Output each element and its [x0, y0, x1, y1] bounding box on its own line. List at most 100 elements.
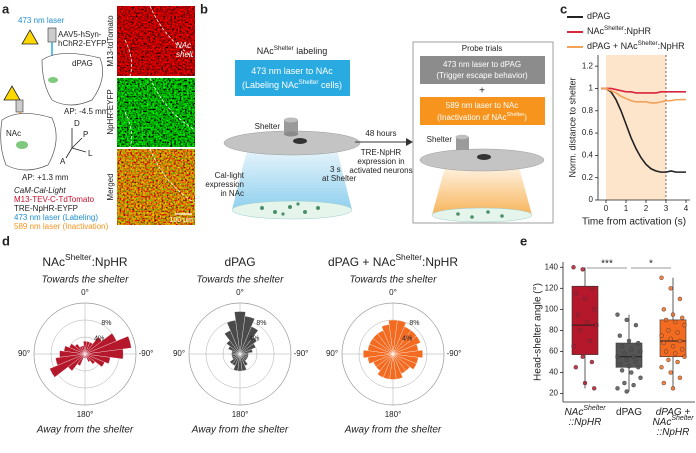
- text-run: NAc: [257, 46, 275, 56]
- y-tick-label: 20: [549, 389, 558, 398]
- superscript: Shelter: [395, 252, 422, 262]
- r-tick-label: 8%: [409, 320, 419, 327]
- angle-label: 0°: [236, 288, 244, 297]
- note: at Shelter: [322, 174, 357, 183]
- data-point: [575, 312, 581, 317]
- wedge: [392, 320, 407, 355]
- micrograph: [117, 78, 195, 147]
- region-label: NAc: [6, 129, 21, 138]
- data-point: [682, 354, 687, 359]
- note: activated neurons: [349, 166, 412, 175]
- legend-entry: 589 nm laser (Inactivation): [14, 222, 109, 231]
- series-line: [601, 87, 686, 94]
- data-point: [587, 338, 592, 344]
- x-tick-label: ::NpHR: [657, 427, 690, 438]
- data-point: [677, 338, 683, 344]
- panel-label: d: [2, 233, 10, 248]
- y-tick-label: 0.6: [582, 128, 594, 137]
- data-point: [629, 347, 634, 352]
- polar-title: dPAG + NAcShelter:NpHR: [328, 252, 458, 269]
- text-run: NAc: [652, 417, 671, 428]
- data-point: [668, 336, 673, 342]
- y-tick-label: 40: [549, 368, 558, 377]
- data-point: [666, 357, 671, 363]
- r-tick-label: 4%: [249, 335, 259, 342]
- text-run: cells): [318, 80, 342, 90]
- wedge: [84, 333, 117, 355]
- text-run: dPAG + NAc: [587, 41, 638, 51]
- y-tick-label: 140: [545, 262, 559, 271]
- image-label: NpHR-EYFP: [106, 89, 115, 134]
- data-point: [668, 286, 673, 291]
- angle-label: -90°: [139, 349, 154, 358]
- note: expression: [205, 180, 244, 189]
- r-tick-label: 4%: [94, 335, 104, 342]
- text-run: dPAG: [616, 407, 642, 418]
- data-point: [636, 340, 641, 346]
- text-run: ::NpHR: [657, 427, 690, 438]
- micrograph: [117, 149, 195, 225]
- data-point: [677, 296, 683, 302]
- note: in NAc: [220, 189, 244, 198]
- data-point: [638, 375, 643, 380]
- text-run: (Labeling NAc: [242, 80, 299, 90]
- wedge: [363, 349, 394, 359]
- protocol-box: [235, 60, 350, 96]
- angle-label: 90°: [18, 349, 30, 358]
- direction-label: L: [88, 149, 93, 158]
- r-tick-label: 8%: [256, 320, 266, 327]
- text-run: dPAG: [224, 255, 255, 269]
- note: Cal-light: [215, 171, 245, 180]
- superscript: Shelter: [583, 405, 606, 412]
- text-run: NAc: [587, 26, 605, 36]
- target-label: dPAG: [72, 59, 93, 68]
- box-text: 589 nm laser to NAc: [446, 101, 518, 110]
- data-point: [585, 319, 590, 325]
- delay-label: 48 hours: [365, 129, 396, 138]
- bottom-label: Away from the shelter: [344, 425, 442, 436]
- data-point: [592, 307, 597, 312]
- micrograph: [117, 6, 195, 76]
- bottom-label: Away from the shelter: [191, 425, 289, 436]
- text-run: NAc: [564, 407, 583, 418]
- x-tick-label: NAcShelter: [564, 405, 606, 417]
- superscript: Shelter: [65, 252, 92, 262]
- text-run: (Inactivation of NAc: [437, 113, 506, 122]
- angle-label: 90°: [326, 349, 338, 358]
- x-tick-label: 4: [684, 204, 689, 213]
- shelter-label: Shelter: [427, 135, 453, 144]
- wedge: [392, 349, 423, 359]
- text-run: dPAG +: [656, 407, 691, 418]
- y-tick-label: 1.2: [582, 61, 594, 70]
- x-tick-label: dPAG +: [656, 407, 691, 418]
- data-point: [675, 359, 680, 365]
- region-outline: [124, 5, 196, 204]
- data-point: [670, 386, 676, 391]
- wedge: [392, 353, 403, 380]
- data-point: [619, 344, 625, 349]
- box-text: 473 nm laser to dPAG: [443, 60, 521, 69]
- superscript: Shelter: [506, 112, 524, 118]
- highlight-region: [606, 55, 666, 200]
- wedge: [67, 353, 86, 372]
- text-run: :NpHR: [624, 26, 652, 36]
- data-point: [663, 349, 669, 354]
- data-point: [582, 380, 588, 386]
- panel-label: c: [560, 1, 567, 16]
- direction-label: A: [60, 157, 66, 166]
- data-point: [659, 275, 664, 280]
- data-point: [629, 370, 634, 375]
- data-point: [626, 338, 632, 344]
- y-tick-label: 100: [545, 304, 559, 313]
- legend-label: dPAG: [587, 11, 610, 21]
- wedge: [228, 346, 241, 355]
- wedge: [226, 340, 241, 355]
- region-label: shell: [176, 50, 193, 59]
- r-tick-label: 4%: [402, 335, 412, 342]
- data-point: [573, 291, 578, 296]
- x-tick-label: ::NpHR: [569, 417, 602, 428]
- direction-label: D: [74, 119, 80, 128]
- text-run: NAc: [42, 255, 65, 269]
- data-point: [677, 375, 683, 380]
- image-label: Merged: [106, 173, 115, 200]
